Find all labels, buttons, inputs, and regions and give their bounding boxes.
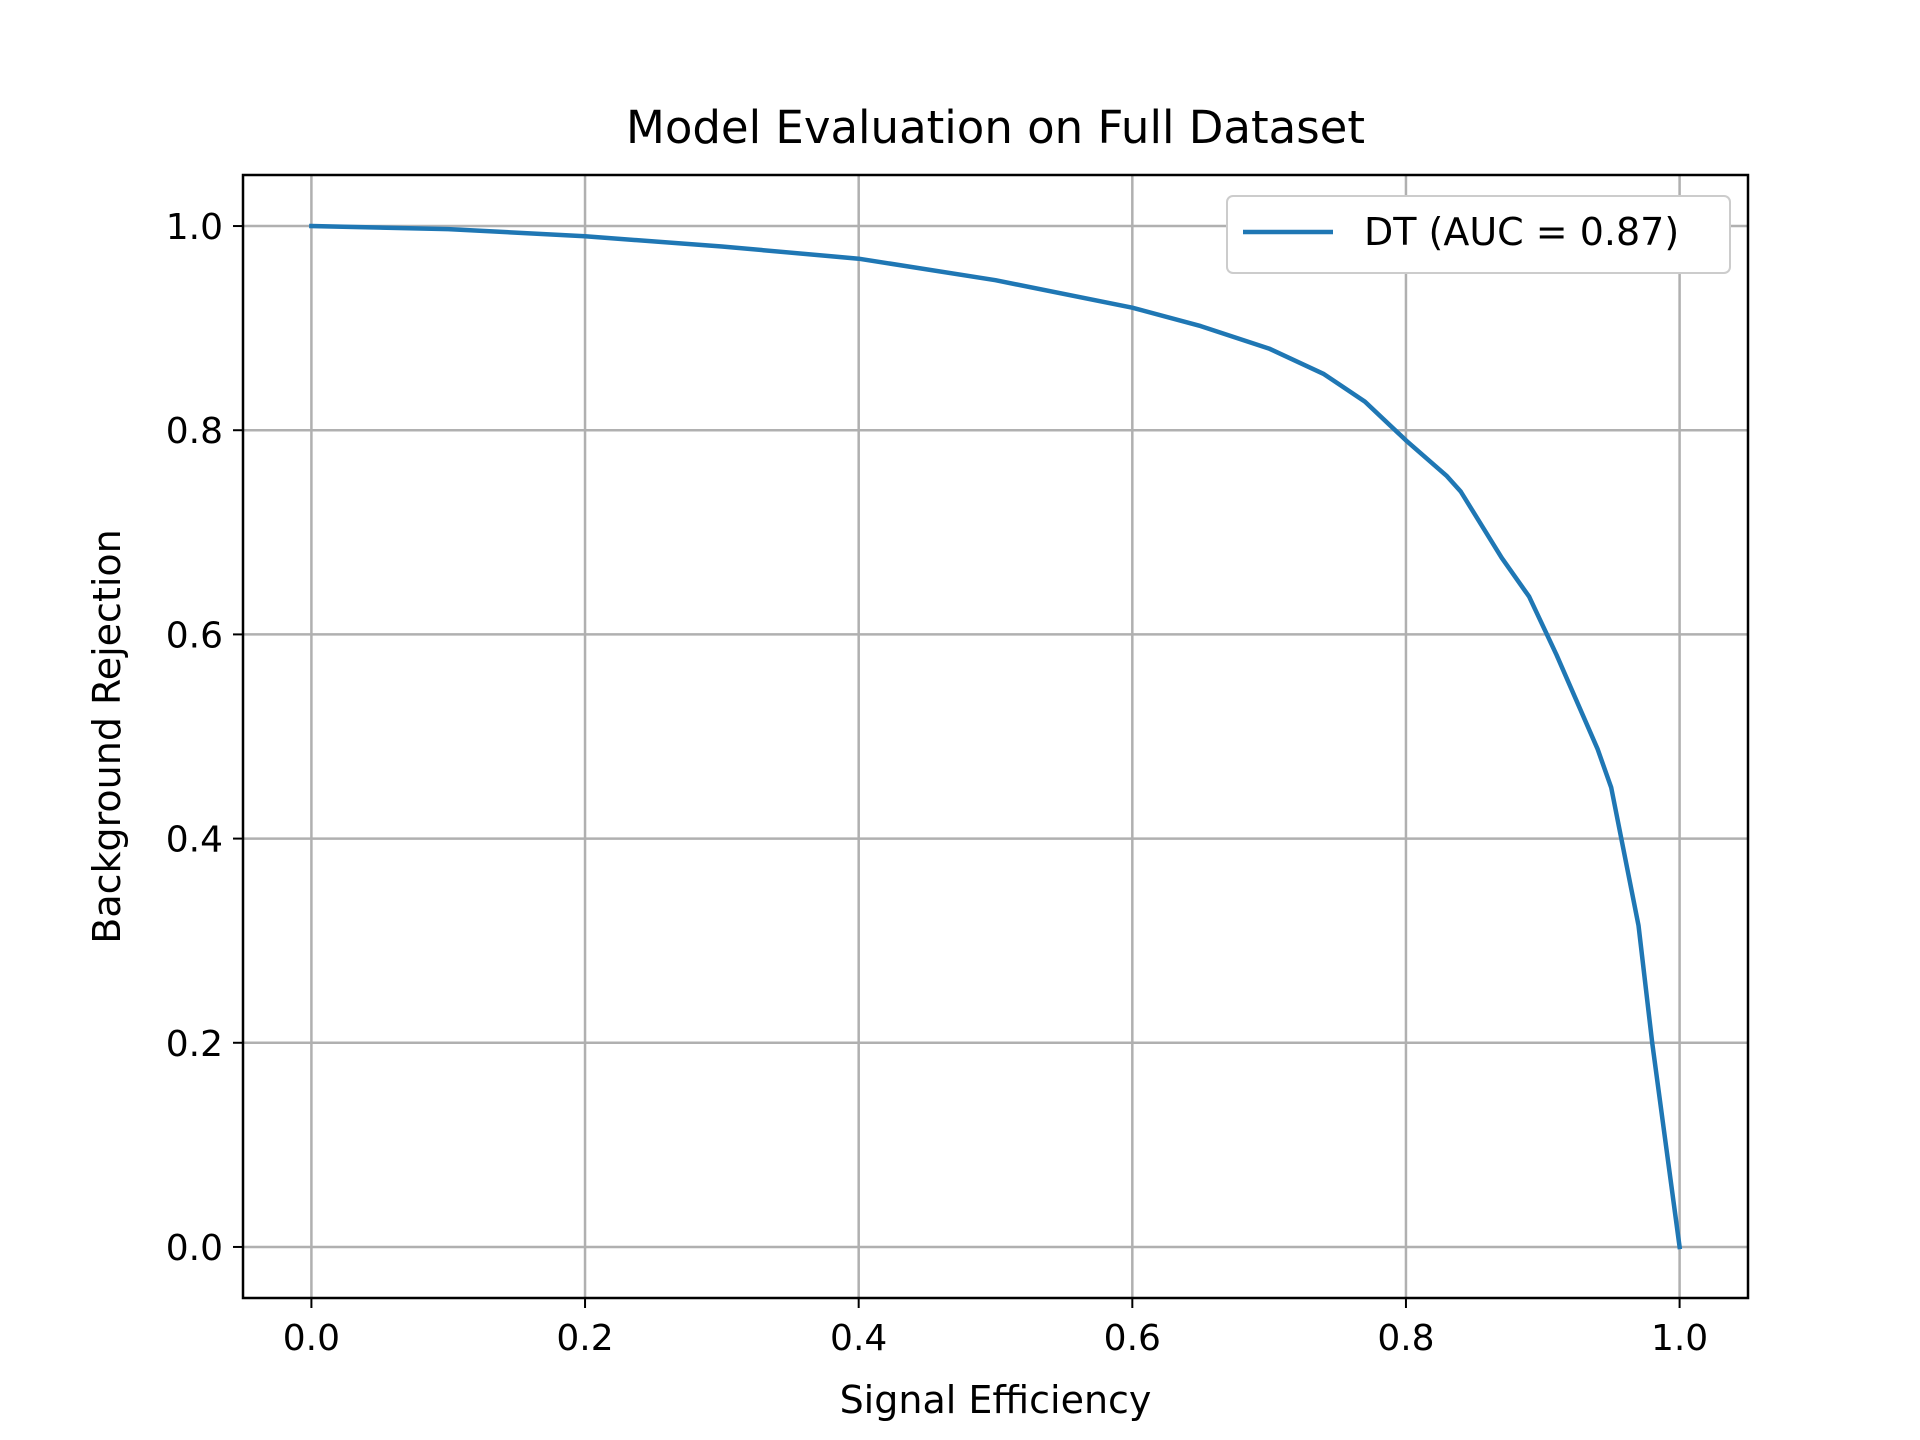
axes-frame	[241, 173, 1750, 1300]
x-tick-label: 0.4	[830, 1318, 887, 1359]
x-axis-ticks: 0.0 0.2 0.4 0.6 0.8 1.0	[283, 1298, 1708, 1359]
y-tick-label: 0.6	[166, 615, 223, 656]
legend-box	[1226, 195, 1731, 274]
x-tick-label: 1.0	[1651, 1318, 1708, 1359]
series-line-0	[309, 223, 1683, 1250]
y-axis-ticks: 0.0 0.2 0.4 0.6 0.8 1.0	[166, 207, 243, 1269]
y-tick-label: 1.0	[166, 207, 223, 248]
series-layer	[309, 223, 1683, 1250]
y-tick-label: 0.0	[166, 1228, 223, 1269]
y-axis-label: Background Rejection	[85, 529, 129, 943]
x-tick-label: 0.2	[556, 1318, 613, 1359]
y-tick-label: 0.4	[166, 820, 223, 861]
x-axis-label: Signal Efficiency	[840, 1378, 1152, 1422]
y-tick-label: 0.2	[166, 1024, 223, 1065]
x-tick-label: 0.0	[283, 1318, 340, 1359]
x-tick-label: 0.8	[1377, 1318, 1434, 1359]
legend-label: DT (AUC = 0.87)	[1364, 210, 1679, 254]
legend: DT (AUC = 0.87)	[1226, 195, 1731, 274]
grid-lines	[243, 175, 1748, 1298]
x-tick-label: 0.6	[1104, 1318, 1161, 1359]
chart-title: Model Evaluation on Full Dataset	[626, 101, 1365, 154]
y-tick-label: 0.8	[166, 411, 223, 452]
